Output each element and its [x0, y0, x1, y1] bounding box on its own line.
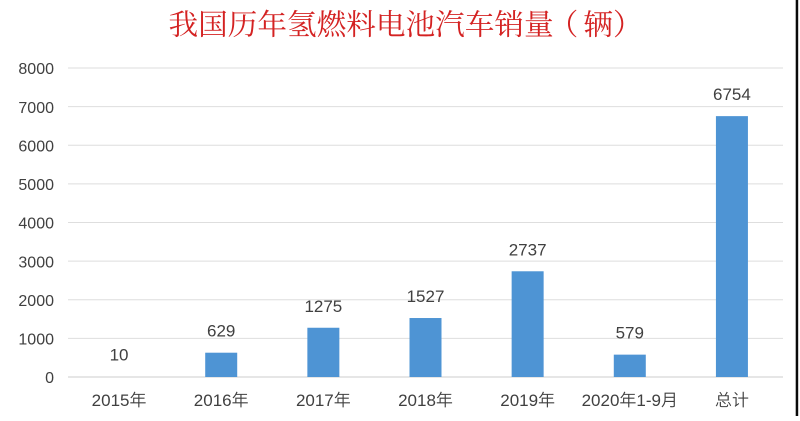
- svg-text:2020: 2020: [582, 391, 620, 410]
- svg-text:2018: 2018: [398, 391, 436, 410]
- svg-text:1275: 1275: [304, 297, 342, 316]
- svg-text:8000: 8000: [18, 61, 54, 78]
- svg-text:0: 0: [45, 370, 54, 387]
- svg-text:3000: 3000: [18, 254, 54, 271]
- svg-text:2015: 2015: [92, 391, 130, 410]
- svg-text:6000: 6000: [18, 138, 54, 155]
- svg-text:6754: 6754: [713, 85, 751, 104]
- svg-text:2017: 2017: [296, 391, 334, 410]
- svg-text:10: 10: [110, 346, 129, 365]
- svg-text:2016: 2016: [194, 391, 232, 410]
- svg-text:1-9: 1-9: [636, 391, 661, 410]
- svg-text:2019: 2019: [500, 391, 538, 410]
- svg-text:7000: 7000: [18, 100, 54, 117]
- svg-text:2737: 2737: [509, 240, 547, 259]
- svg-text:1000: 1000: [18, 332, 54, 349]
- svg-text:2000: 2000: [18, 293, 54, 310]
- svg-text:629: 629: [207, 322, 235, 341]
- svg-text:4000: 4000: [18, 216, 54, 233]
- svg-text:1527: 1527: [407, 287, 445, 306]
- svg-text:579: 579: [616, 324, 644, 343]
- svg-text:5000: 5000: [18, 177, 54, 194]
